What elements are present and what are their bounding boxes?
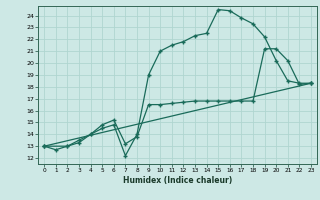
X-axis label: Humidex (Indice chaleur): Humidex (Indice chaleur) [123,176,232,185]
